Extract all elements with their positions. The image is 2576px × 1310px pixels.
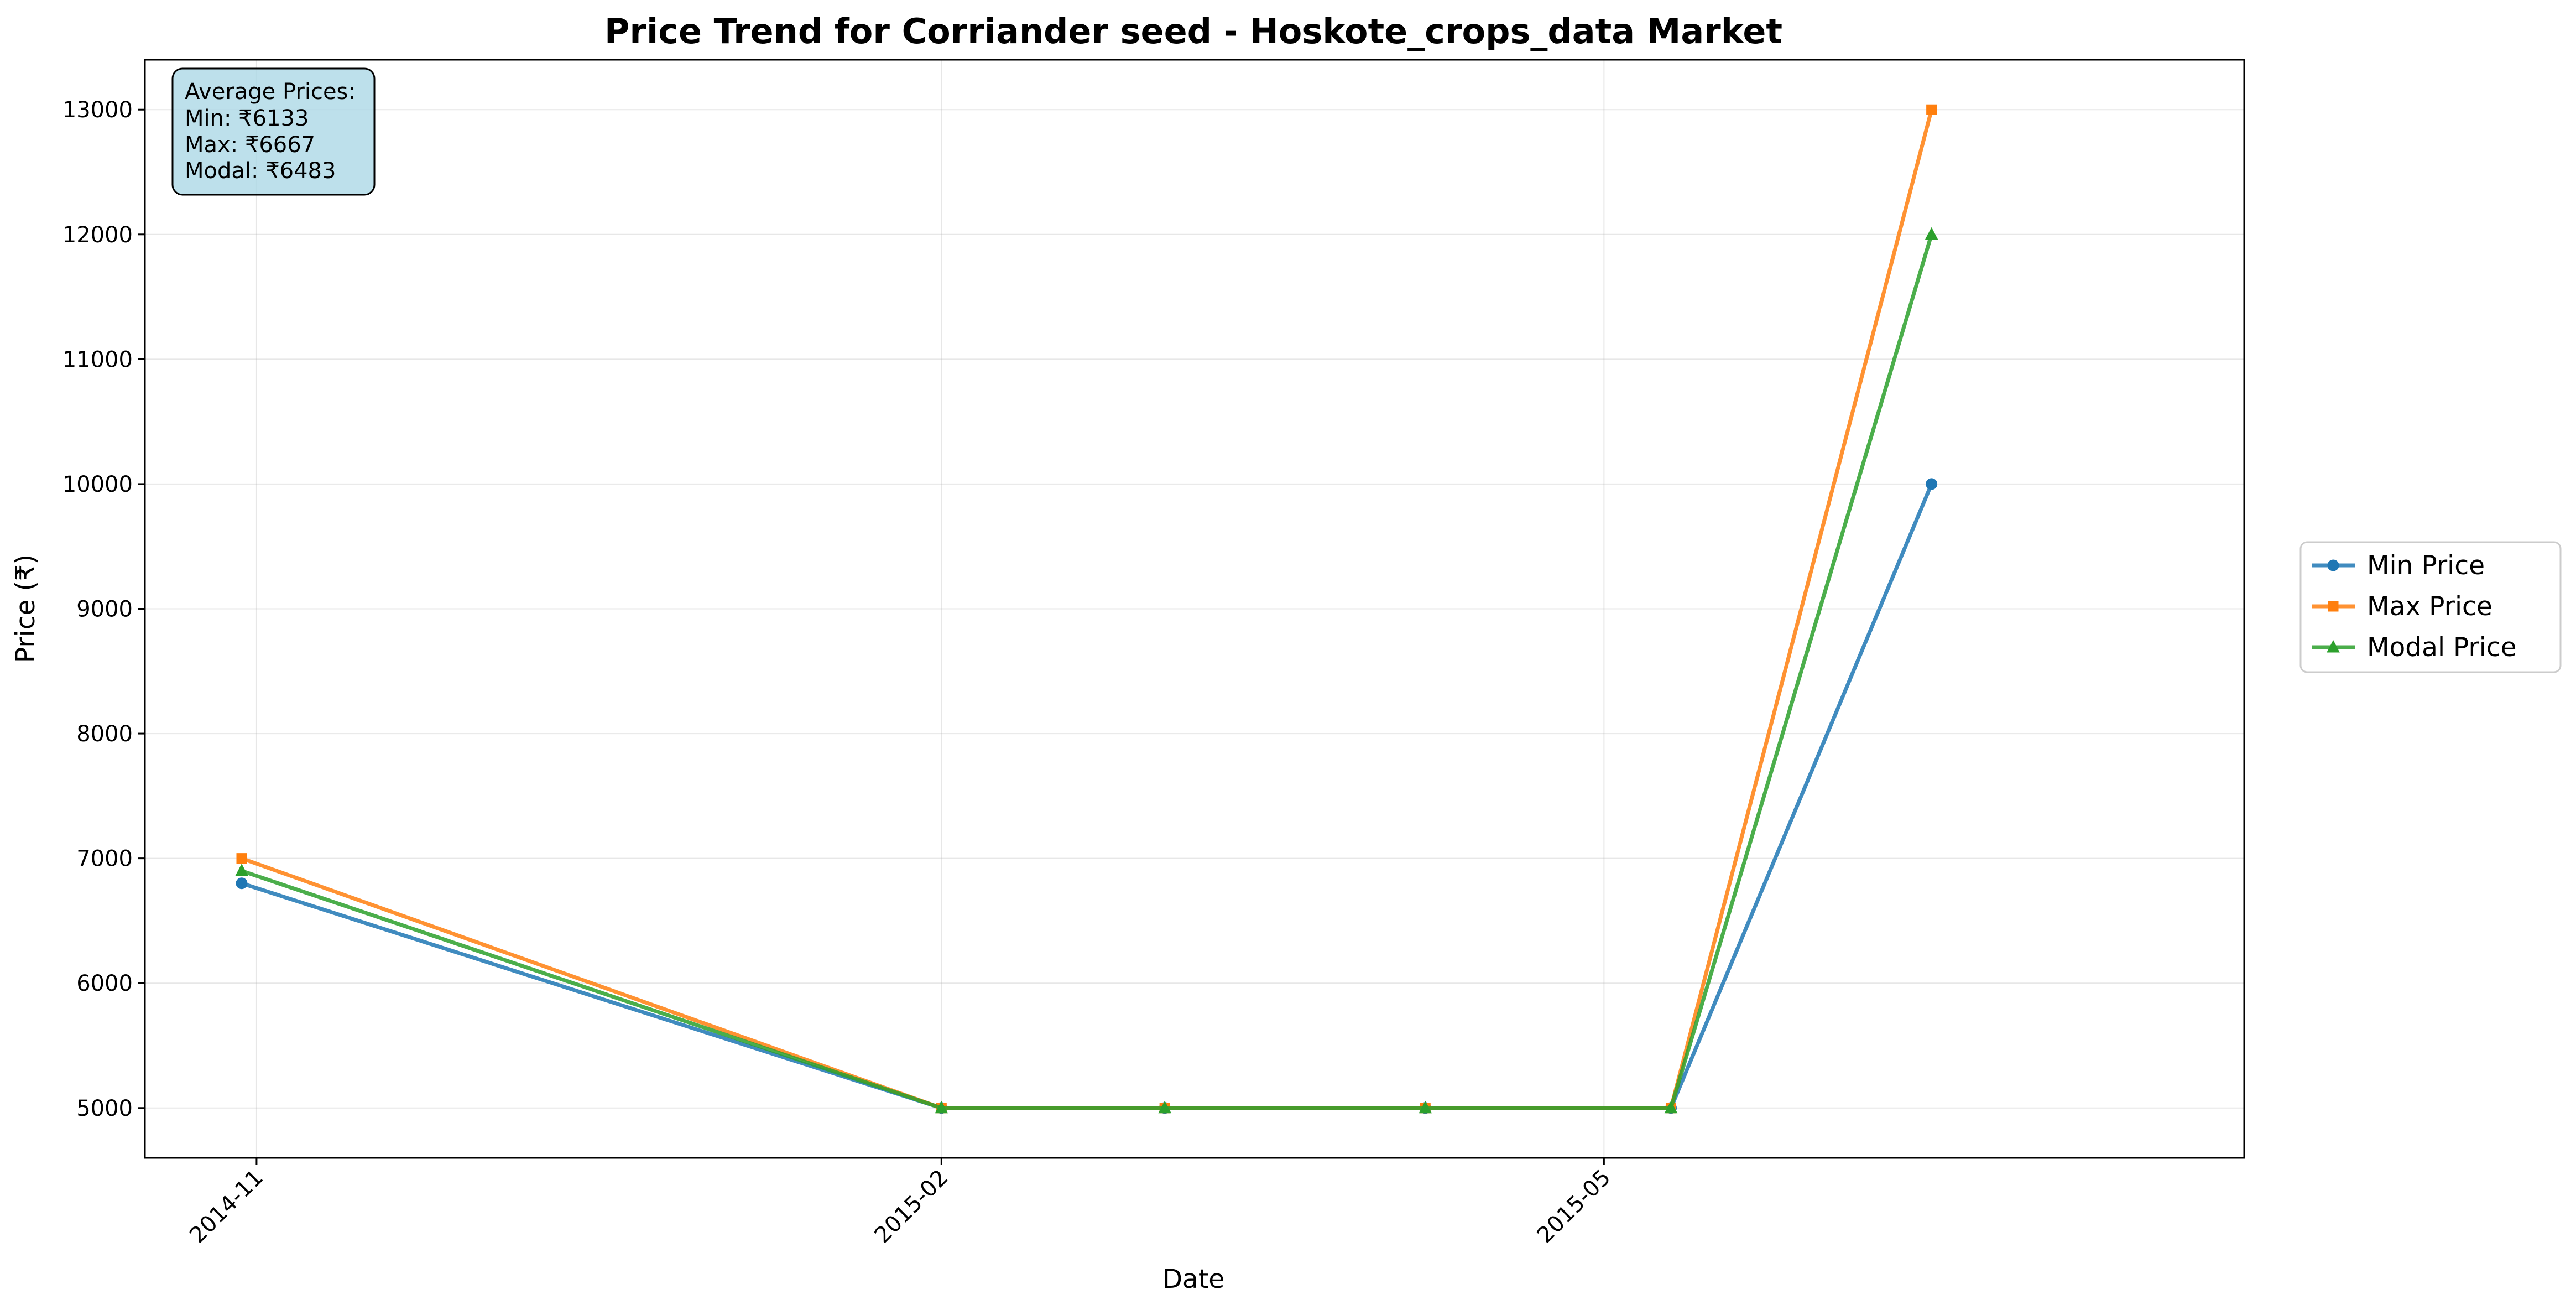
chart-title: Price Trend for Corriander seed - Hoskot… xyxy=(604,11,1782,51)
legend-marker xyxy=(2327,640,2340,653)
modal-price-point xyxy=(1158,1100,1171,1114)
modal-price-point xyxy=(1419,1100,1432,1114)
stats-box-background xyxy=(171,67,376,196)
y-tick-label: 12000 xyxy=(62,222,133,248)
grid-lines xyxy=(145,60,2244,1158)
y-axis-label: Price (₹) xyxy=(11,554,41,663)
y-tick-label: 5000 xyxy=(76,1096,133,1121)
legend-marker xyxy=(2328,601,2339,612)
average-prices-box: Average Prices: Min: ₹6133 Max: ₹6667 Mo… xyxy=(171,67,376,196)
stats-modal: Modal: ₹6483 xyxy=(185,158,336,184)
legend-item-min-price: Min Price xyxy=(2312,550,2485,581)
legend-marker xyxy=(2327,559,2339,571)
modal-price-line xyxy=(239,232,1934,1110)
series-min-price xyxy=(236,478,1938,1114)
max-price-point xyxy=(236,853,247,864)
min-price-line xyxy=(239,482,1934,1110)
y-tick-label: 11000 xyxy=(62,347,133,372)
y-tick-label: 13000 xyxy=(62,97,133,123)
max-price-point xyxy=(1926,104,1937,115)
modal-price-point xyxy=(1664,1100,1678,1114)
x-tick-label: 2015-02 xyxy=(870,1165,953,1249)
legend-frame xyxy=(2299,541,2562,673)
min-price-point xyxy=(1926,478,1938,490)
legend-item-max-price: Max Price xyxy=(2312,591,2492,622)
stats-min: Min: ₹6133 xyxy=(185,106,309,131)
series-layer xyxy=(235,104,1938,1114)
x-tick-label: 2014-11 xyxy=(185,1165,268,1249)
modal-price-point xyxy=(235,864,248,876)
y-tick-label: 6000 xyxy=(76,971,133,996)
stats-header: Average Prices: xyxy=(185,79,356,105)
y-axis-ticks: 5000 6000 7000 8000 9000 10000 11000 12000 13000 xyxy=(62,97,145,1121)
legend-label: Max Price xyxy=(2367,591,2492,622)
modal-price-point xyxy=(1925,227,1938,240)
legend-label: Min Price xyxy=(2367,550,2485,581)
legend-items: Min Price Max Price Modal Price xyxy=(2312,550,2517,663)
legend-item-modal-price: Modal Price xyxy=(2312,632,2517,663)
stats-max: Max: ₹6667 xyxy=(185,132,315,158)
modal-price-point xyxy=(935,1100,948,1114)
y-tick-label: 7000 xyxy=(76,846,133,872)
series-modal-price xyxy=(235,227,1938,1114)
x-tick-label: 2015-05 xyxy=(1532,1165,1616,1249)
y-tick-label: 9000 xyxy=(76,597,133,622)
legend: Min Price Max Price Modal Price xyxy=(2299,541,2562,673)
x-axis-label: Date xyxy=(1162,1264,1224,1295)
x-axis-ticks: 2014-11 2015-02 2015-05 xyxy=(185,1158,1615,1248)
y-tick-label: 10000 xyxy=(62,472,133,497)
legend-label: Modal Price xyxy=(2367,632,2517,663)
y-tick-label: 8000 xyxy=(76,721,133,747)
min-price-point xyxy=(236,877,248,890)
